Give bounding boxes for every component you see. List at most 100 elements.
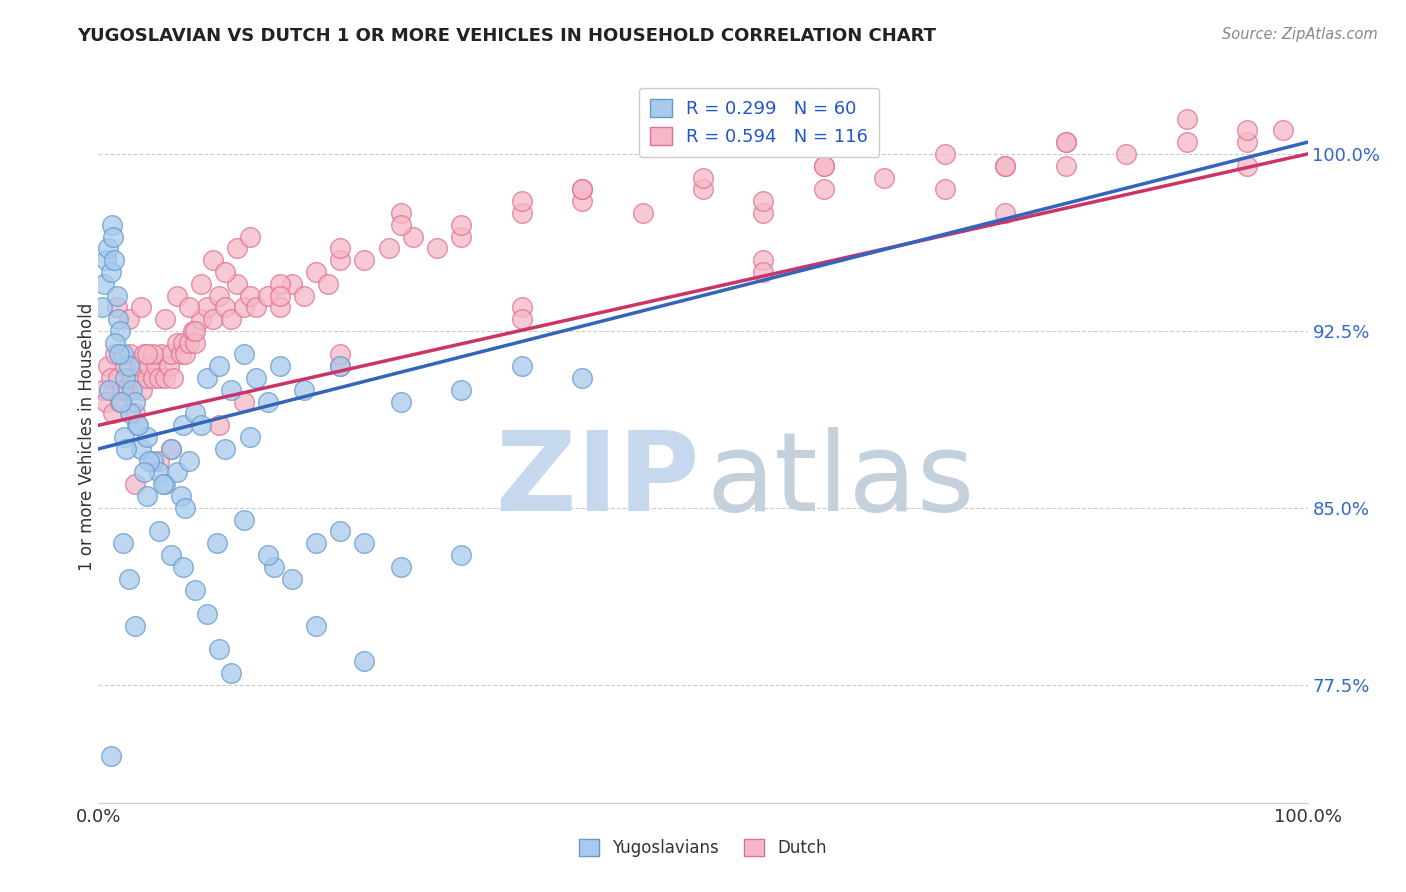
Point [232, 301, 254, 315]
Y-axis label: 1 or more Vehicles in Household: 1 or more Vehicles in Household [79, 303, 96, 571]
Point [127, 418, 149, 433]
Point [105, 288, 128, 302]
Point [103, 253, 125, 268]
Point [389, 394, 412, 409]
Point [145, 359, 167, 374]
Point [389, 559, 412, 574]
Point [305, 265, 328, 279]
Point [153, 371, 176, 385]
Point [269, 288, 291, 302]
Point [166, 466, 188, 480]
Point [1054, 159, 1077, 173]
Point [1236, 135, 1258, 149]
Legend: Yugoslavians, Dutch: Yugoslavians, Dutch [572, 832, 834, 864]
Point [226, 241, 249, 255]
Point [402, 229, 425, 244]
Point [281, 572, 304, 586]
Point [111, 536, 134, 550]
Point [160, 442, 183, 456]
Point [692, 182, 714, 196]
Point [160, 347, 183, 361]
Point [377, 241, 399, 255]
Point [118, 347, 141, 361]
Point [148, 524, 170, 539]
Point [305, 619, 328, 633]
Point [127, 418, 149, 433]
Point [389, 206, 412, 220]
Point [329, 241, 352, 255]
Point [179, 335, 201, 350]
Point [124, 477, 146, 491]
Point [174, 500, 197, 515]
Point [221, 312, 243, 326]
Point [121, 383, 143, 397]
Point [135, 489, 157, 503]
Point [292, 383, 315, 397]
Point [179, 301, 201, 315]
Point [127, 371, 149, 385]
Text: Source: ZipAtlas.com: Source: ZipAtlas.com [1222, 27, 1378, 42]
Point [329, 359, 352, 374]
Point [190, 312, 212, 326]
Point [108, 324, 131, 338]
Point [138, 359, 160, 374]
Point [1272, 123, 1295, 137]
Point [256, 394, 278, 409]
Point [131, 383, 153, 397]
Point [752, 253, 775, 268]
Point [329, 347, 352, 361]
Point [97, 359, 120, 374]
Point [124, 394, 146, 409]
Point [450, 229, 472, 244]
Point [195, 371, 218, 385]
Point [190, 277, 212, 291]
Point [873, 170, 896, 185]
Point [134, 347, 156, 361]
Point [1175, 135, 1198, 149]
Point [118, 359, 141, 374]
Point [179, 453, 201, 467]
Point [269, 301, 291, 315]
Point [101, 229, 124, 244]
Point [305, 536, 328, 550]
Point [110, 394, 132, 409]
Point [190, 418, 212, 433]
Point [1236, 123, 1258, 137]
Point [100, 218, 122, 232]
Point [571, 182, 593, 196]
Point [329, 359, 352, 374]
Point [329, 524, 352, 539]
Point [181, 324, 204, 338]
Point [142, 347, 165, 361]
Point [752, 265, 775, 279]
Point [239, 288, 262, 302]
Point [152, 477, 174, 491]
Point [202, 312, 225, 326]
Point [142, 371, 165, 385]
Point [114, 359, 136, 374]
Point [117, 383, 139, 397]
Point [100, 748, 122, 763]
Point [148, 371, 170, 385]
Point [994, 159, 1017, 173]
Point [124, 619, 146, 633]
Point [100, 371, 122, 385]
Point [292, 288, 315, 302]
Point [232, 347, 254, 361]
Point [94, 253, 117, 268]
Point [121, 371, 143, 385]
Point [239, 229, 262, 244]
Text: ZIP: ZIP [496, 427, 699, 534]
Point [129, 301, 152, 315]
Point [510, 359, 533, 374]
Point [813, 159, 835, 173]
Text: YUGOSLAVIAN VS DUTCH 1 OR MORE VEHICLES IN HOUSEHOLD CORRELATION CHART: YUGOSLAVIAN VS DUTCH 1 OR MORE VEHICLES … [77, 27, 936, 45]
Point [813, 159, 835, 173]
Point [172, 418, 194, 433]
Point [128, 359, 150, 374]
Point [329, 253, 352, 268]
Point [214, 265, 236, 279]
Point [118, 407, 141, 421]
Point [166, 288, 188, 302]
Point [129, 442, 152, 456]
